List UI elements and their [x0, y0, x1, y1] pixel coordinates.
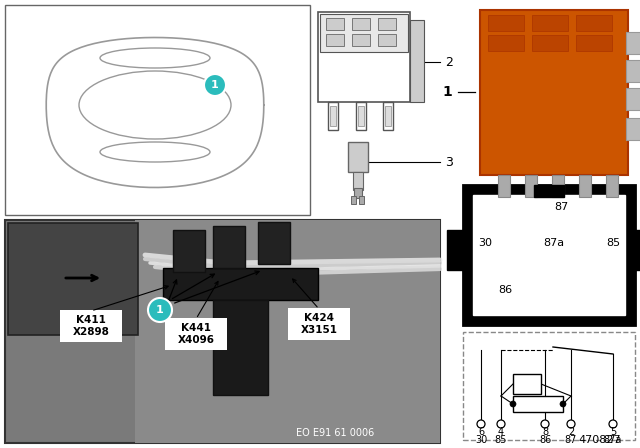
Bar [135, 220, 440, 443]
Bar [353, 172, 363, 190]
Text: 30: 30 [475, 435, 487, 445]
Text: 30: 30 [478, 238, 492, 248]
Text: 2: 2 [568, 427, 574, 437]
Bar [359, 196, 364, 204]
Bar [576, 15, 612, 31]
Circle shape [609, 420, 617, 428]
Bar [579, 175, 591, 197]
Bar [165, 318, 227, 350]
Bar [447, 230, 465, 270]
Bar [352, 34, 370, 46]
Bar [410, 20, 424, 102]
Text: 8: 8 [542, 427, 548, 437]
Bar [288, 308, 350, 340]
Text: 1: 1 [156, 305, 164, 315]
Bar [534, 185, 564, 197]
Text: 3: 3 [445, 155, 453, 168]
Bar [328, 102, 338, 130]
Bar [330, 106, 336, 126]
Circle shape [567, 420, 575, 428]
Bar [606, 175, 618, 197]
Bar [5, 5, 310, 215]
Text: 86: 86 [539, 435, 551, 445]
Text: 87: 87 [565, 435, 577, 445]
Bar [5, 220, 440, 443]
Text: 2: 2 [445, 56, 453, 69]
Bar [351, 196, 356, 204]
Text: 1: 1 [211, 80, 219, 90]
Text: 1: 1 [442, 85, 452, 99]
Bar [532, 35, 568, 51]
Bar [480, 10, 628, 175]
Text: K441
X4096: K441 X4096 [177, 323, 214, 345]
Circle shape [148, 298, 172, 322]
Bar [473, 195, 625, 315]
Circle shape [204, 74, 226, 96]
Circle shape [541, 420, 549, 428]
Bar [383, 102, 393, 130]
Bar [498, 175, 510, 197]
Bar [326, 18, 344, 30]
Text: K424
X3151: K424 X3151 [301, 313, 337, 335]
Bar [525, 175, 537, 197]
Text: 6: 6 [478, 427, 484, 437]
Bar [626, 118, 640, 140]
Circle shape [477, 420, 485, 428]
Bar [532, 15, 568, 31]
Bar [258, 222, 290, 264]
Bar [173, 230, 205, 272]
Bar [513, 396, 563, 412]
Bar [513, 374, 541, 394]
Bar [348, 142, 368, 172]
Bar [318, 12, 410, 102]
Bar [163, 268, 318, 300]
Circle shape [510, 401, 516, 407]
Bar [326, 34, 344, 46]
Text: 87a: 87a [604, 435, 622, 445]
Bar [463, 185, 635, 325]
Circle shape [497, 420, 505, 428]
Bar [385, 106, 391, 126]
Text: K411
X2898: K411 X2898 [72, 315, 109, 337]
Text: 86: 86 [498, 285, 512, 295]
Bar [358, 106, 364, 126]
Text: 5: 5 [610, 427, 616, 437]
Bar [378, 34, 396, 46]
Bar [552, 175, 564, 197]
Bar [354, 188, 362, 198]
Text: 85: 85 [606, 238, 620, 248]
Text: 4: 4 [498, 427, 504, 437]
Bar [576, 35, 612, 51]
Bar [488, 35, 524, 51]
Bar [320, 14, 408, 52]
Bar [213, 300, 268, 395]
Text: EO E91 61 0006: EO E91 61 0006 [296, 428, 374, 438]
Bar [463, 332, 635, 440]
Bar [626, 32, 640, 54]
Bar [378, 18, 396, 30]
Text: 85: 85 [495, 435, 507, 445]
Bar [633, 230, 640, 270]
Bar [60, 310, 122, 342]
Bar [8, 223, 138, 335]
Bar [356, 102, 366, 130]
Bar [213, 226, 245, 268]
Bar [626, 88, 640, 110]
Text: 87: 87 [554, 202, 568, 212]
Bar [626, 60, 640, 82]
Text: 470827: 470827 [579, 435, 621, 445]
Circle shape [560, 401, 566, 407]
Bar [488, 15, 524, 31]
Bar [352, 18, 370, 30]
Text: 87a: 87a [543, 238, 564, 248]
